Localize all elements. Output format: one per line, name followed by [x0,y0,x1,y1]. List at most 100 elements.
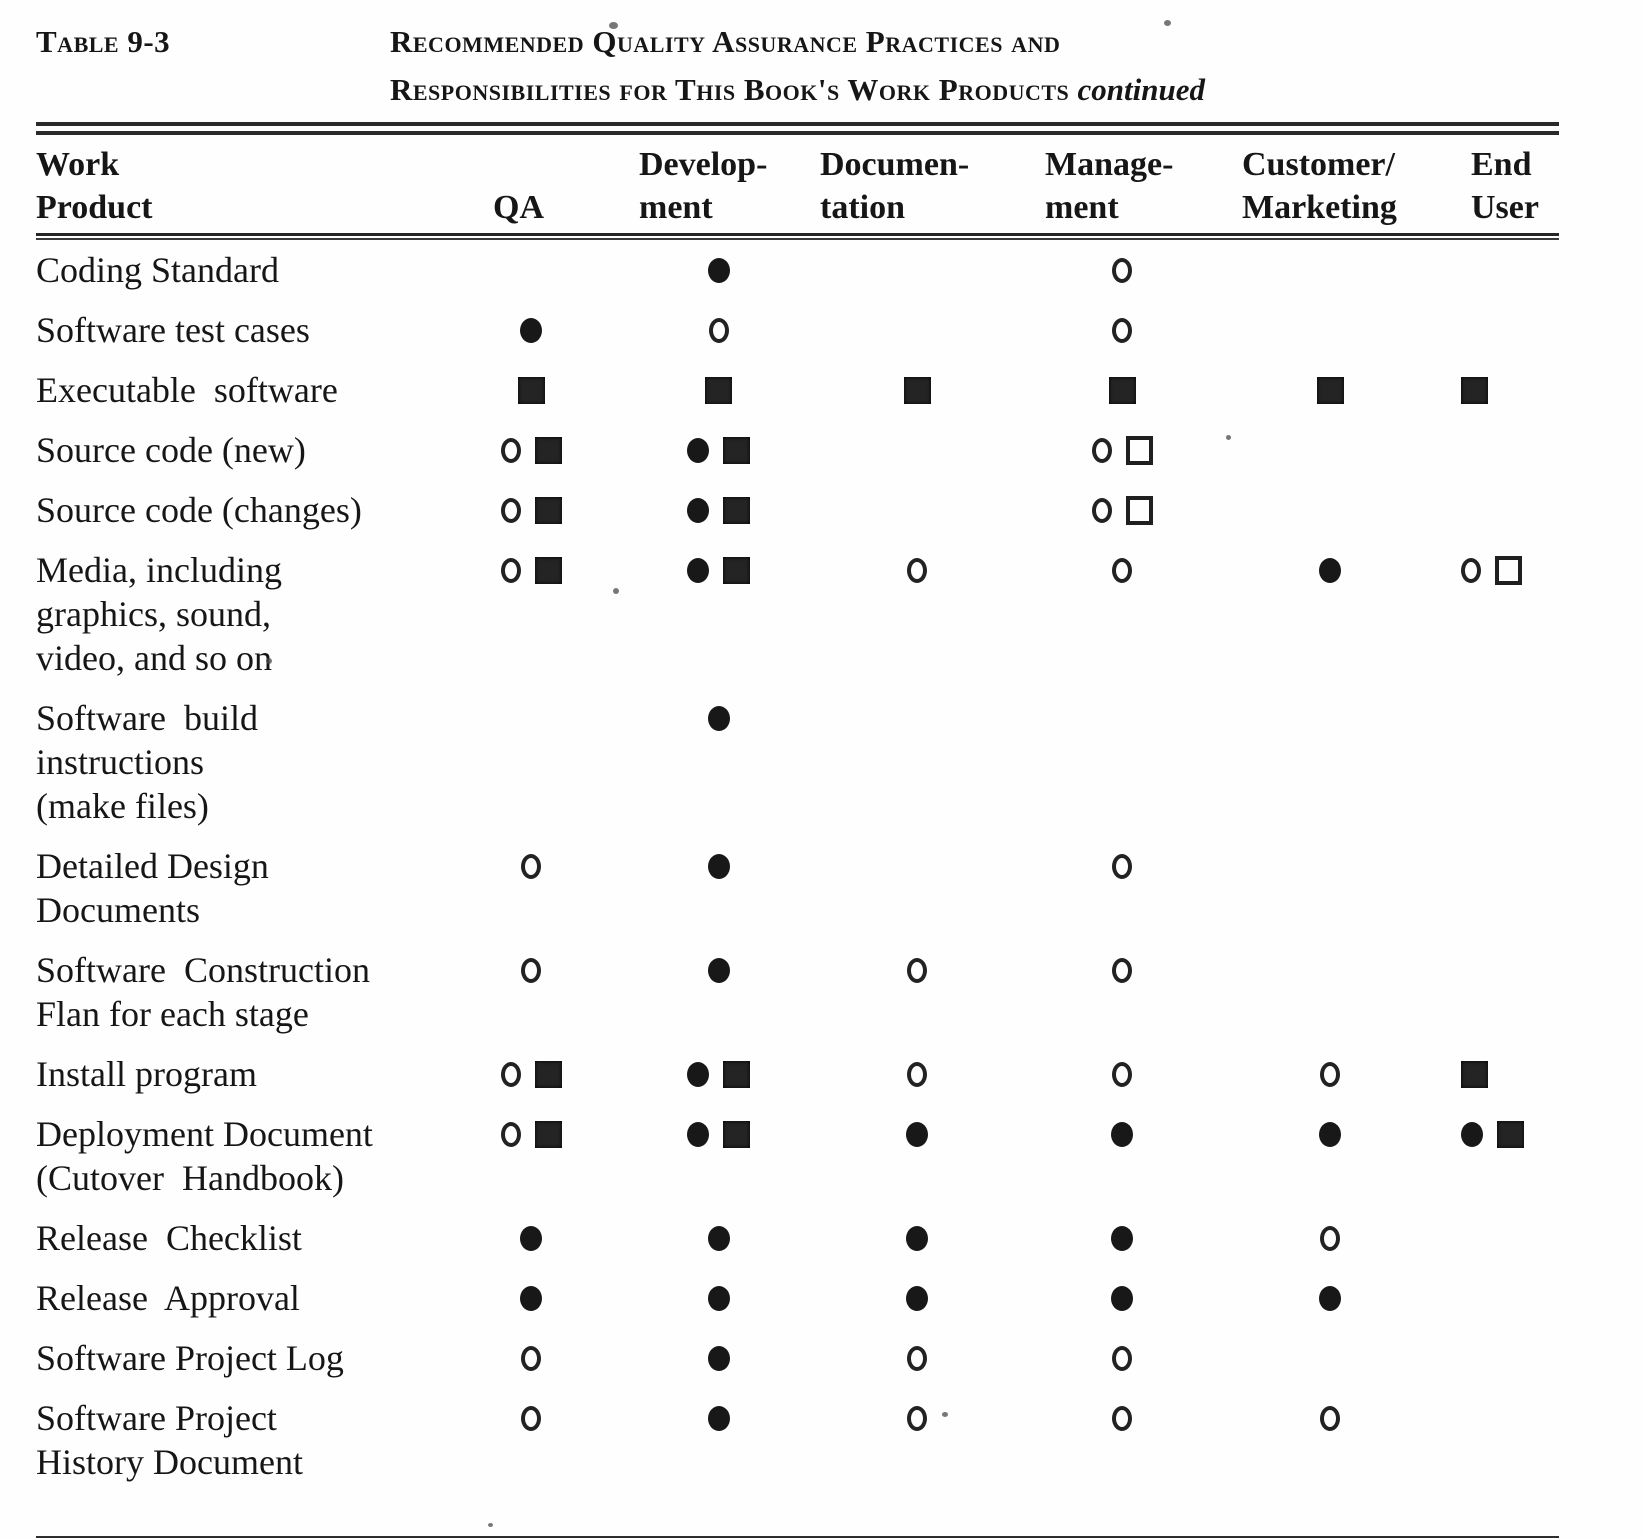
cell-qa [440,488,622,532]
cell-end-user [1435,844,1559,888]
work-product-name: Detailed Design Documents [36,846,269,930]
cell-management [1019,1396,1225,1440]
table-row: Media, including graphics, sound, video, a… [36,540,1559,688]
filled-circle-icon [707,257,730,283]
column-header-end-user: End User [1471,146,1539,226]
cell-management [1019,488,1225,532]
filled-square-icon [534,1120,562,1148]
scan-speck [1164,20,1171,26]
open-circle-icon [521,853,541,879]
filled-circle-icon [1319,1121,1341,1147]
table-title-line2-text: Responsibilities for This Book's Work Pr… [390,72,1070,107]
filled-square-icon [723,436,750,464]
cell-end-user [1435,428,1559,472]
cell-end-user [1435,368,1559,412]
filled-circle-icon [687,1121,709,1147]
open-circle-icon [1112,257,1132,283]
open-square-icon [1495,555,1522,585]
cell-documentation [815,1112,1019,1156]
cell-development [622,696,815,740]
cell-management [1019,1052,1225,1096]
cell-development [622,1336,815,1380]
table-header-row: Work Product QA Develop-ment Documen-tation M… [36,143,1559,229]
cell-documentation [815,248,1019,292]
table-title-line1: Recommended Quality Assurance Practices … [390,24,1061,59]
cell-management [1019,1336,1225,1380]
cell-customer-marketing [1225,488,1435,532]
filled-square-icon [1497,1120,1524,1148]
scan-speck [942,1412,948,1417]
open-circle-icon [500,437,521,463]
cell-development [622,308,815,352]
open-circle-icon [1112,1061,1132,1087]
filled-circle-icon [707,957,730,983]
filled-square-icon [534,436,562,464]
table-title: Recommended Quality Assurance Practices … [390,18,1559,114]
table-row: Software test cases [36,300,1559,360]
cell-documentation [815,844,1019,888]
work-product-name: Release Checklist [36,1218,302,1258]
cell-end-user [1435,1336,1559,1380]
cell-customer-marketing [1225,1112,1435,1156]
cell-customer-marketing [1225,308,1435,352]
filled-circle-icon [1111,1285,1133,1311]
cell-end-user [1435,488,1559,532]
cell-management [1019,428,1225,472]
cell-end-user [1435,248,1559,292]
work-product-name: Source code (changes) [36,490,362,530]
cell-end-user [1435,308,1559,352]
column-header-customer-marketing: Customer/Marketing [1242,146,1397,226]
cell-documentation [815,548,1019,592]
cell-qa [440,428,622,472]
cell-customer-marketing [1225,1052,1435,1096]
open-circle-icon [500,497,521,523]
filled-circle-icon [906,1225,928,1251]
open-circle-icon [500,557,521,583]
work-product-name: Software Construction Flan for each stage [36,950,370,1034]
cell-qa [440,1216,622,1260]
work-product-name: Software test cases [36,310,310,350]
cell-documentation [815,368,1019,412]
cell-development [622,1216,815,1260]
filled-square-icon [1316,376,1344,404]
filled-circle-icon [1319,1285,1341,1311]
table-row: Software build instructions (make files) [36,688,1559,836]
filled-square-icon [1461,376,1488,404]
work-product-name: Software Project Log [36,1338,344,1378]
filled-circle-icon [707,1345,730,1371]
filled-square-icon [705,376,732,404]
cell-documentation [815,1216,1019,1260]
cell-development [622,548,815,592]
filled-square-icon [723,1060,750,1088]
filled-circle-icon [687,437,709,463]
work-product-name: Source code (new) [36,430,306,470]
cell-management [1019,1216,1225,1260]
open-circle-icon [1091,497,1112,523]
cell-end-user [1435,948,1559,992]
work-product-name: Software build instructions (make files) [36,698,258,826]
table-body: Coding Standard Software test cases Execut… [36,240,1559,1492]
table-title-continued: continued [1077,72,1206,107]
cell-development [622,488,815,532]
open-circle-icon [907,1061,927,1087]
filled-circle-icon [707,1405,730,1431]
open-circle-icon [907,957,927,983]
cell-management [1019,844,1225,888]
open-circle-icon [1461,557,1481,583]
cell-qa [440,1336,622,1380]
cell-qa [440,1396,622,1440]
cell-documentation [815,1276,1019,1320]
work-product-name: Executable software [36,370,338,410]
table-row: Deployment Document (Cutover Handbook) [36,1104,1559,1208]
filled-circle-icon [520,317,542,343]
cell-customer-marketing [1225,248,1435,292]
column-header-work-product: Work Product [36,146,153,226]
cell-customer-marketing [1225,696,1435,740]
cell-end-user [1435,1276,1559,1320]
work-product-name: Deployment Document (Cutover Handbook) [36,1114,373,1198]
cell-customer-marketing [1225,1276,1435,1320]
cell-management [1019,948,1225,992]
table-row: Detailed Design Documents [36,836,1559,940]
open-circle-icon [1091,437,1112,463]
open-circle-icon [708,317,729,343]
